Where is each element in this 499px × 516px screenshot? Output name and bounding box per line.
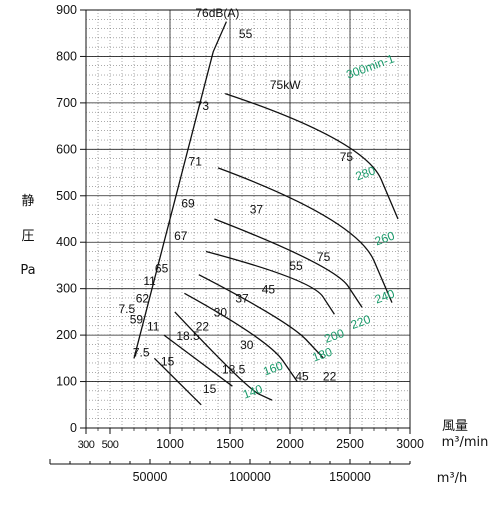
noise-label: 76dB(A) [195,6,239,20]
y-tick-label: 900 [56,3,77,17]
speed-curve [205,250,335,315]
y-axis-title: 静圧 Pa [20,194,35,278]
y-tick-label: 300 [56,282,77,296]
noise-label: 71 [189,155,203,169]
speed-curve [174,311,273,401]
x-tick-label: 300 [78,439,95,451]
x-tick-label: 2000 [276,437,304,451]
power-label: 7.5 [118,302,135,316]
power-label: 75 [340,150,354,164]
y-tick-label: 200 [56,328,77,342]
rpm-label: 140 [241,382,265,402]
power-label: 22 [196,319,210,333]
speed-curve [163,334,233,387]
rpm-label: 220 [349,312,373,332]
y-tick-label: 400 [56,235,77,249]
noise-label: 65 [155,261,169,275]
x-tick-label: 1500 [216,437,244,451]
power-label: 15 [161,354,175,368]
power-label: 30 [214,306,228,320]
grid [85,9,411,429]
power-label: 11 [147,319,160,333]
y-axis-title-2: 圧 [21,229,34,244]
power-label: 37 [250,202,264,216]
y-tick-label: 0 [70,421,77,435]
x-axis-title-1: 風量 [442,419,468,434]
power-label: 45 [262,282,276,296]
y-tick-label: 600 [56,142,77,156]
y-axis-title-3: Pa [20,263,35,278]
x-tick-label: 3000 [396,437,424,451]
rpm-label: 180 [310,344,334,364]
x2-tick-label: 100000 [229,470,271,484]
noise-label: 69 [181,196,195,210]
rpm-label: 300min-1 [344,51,396,81]
y-tick-label: 100 [56,375,77,389]
chart-marks: 0 100 200 300 400 500 600 700 800 900 300 500 1000 15… [49,3,424,484]
speed-curve [224,92,399,220]
power-label: 75kW [270,78,301,92]
rpm-label: 280 [354,163,378,183]
noise-label: 59 [130,313,144,327]
rpm-label: 200 [322,326,346,346]
y-axis-title-1: 静 [21,194,34,209]
speed-curve [214,218,363,308]
power-label: 18.5 [222,363,246,377]
speed-curve [198,274,325,359]
power-label: 15 [203,382,217,396]
x-axis-title-3: m³/h [437,471,468,486]
rpm-label: 240 [373,286,397,306]
x-axis-title-2: m³/min [442,435,489,450]
plot-frame [85,9,411,429]
x-tick-label: 1000 [156,437,184,451]
rpm-label: 160 [261,358,285,378]
power-label: 7.5 [133,345,150,359]
y-tick-label: 500 [56,189,77,203]
power-label: 11 [143,274,156,288]
power-label: 55 [289,259,303,273]
x2-tick-label: 50000 [133,470,168,484]
y-tick-label: 700 [56,96,77,110]
power-label: 37 [235,292,249,306]
power-label: 45 [295,370,309,384]
power-label: 55 [239,27,253,41]
power-label: 18.5 [176,329,200,343]
surge-boundary [133,21,227,359]
noise-label: 62 [136,292,150,306]
x-tick-label: 2500 [336,437,364,451]
x-tick-label: 500 [102,439,119,451]
y-tick-label: 800 [56,49,77,63]
speed-curve [153,357,202,406]
power-label: 30 [240,338,254,352]
power-label: 75 [317,250,331,264]
x2-tick-label: 150000 [329,470,371,484]
noise-label: 67 [174,229,188,243]
speed-curve [217,167,393,303]
speed-curve [184,292,298,382]
power-label: 22 [323,370,337,384]
noise-label: 73 [196,99,210,113]
rpm-label: 260 [373,228,397,248]
